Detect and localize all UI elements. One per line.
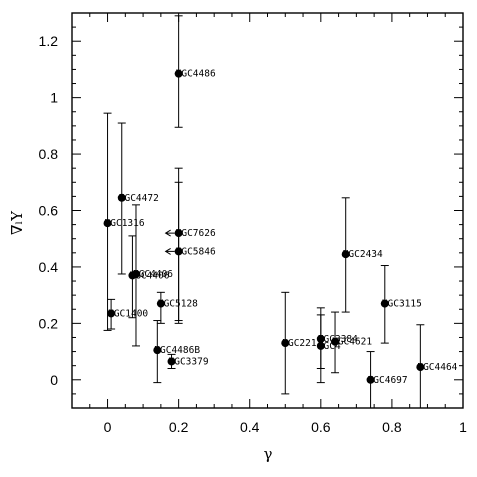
x-tick-label: 0 <box>104 419 112 435</box>
data-point <box>117 193 126 202</box>
point-label: NGC4697 <box>368 375 408 386</box>
y-tick-label: 0.2 <box>39 315 59 331</box>
plot-frame <box>71 12 464 409</box>
data-point <box>416 363 425 372</box>
upper-limit-arrow <box>164 229 175 237</box>
x-tick-label: 0.4 <box>240 419 260 435</box>
point-label: NGC221 <box>282 338 317 349</box>
y-tick-label: 0 <box>50 372 58 388</box>
x-tick-label: 0.2 <box>169 419 189 435</box>
y-tick-label: 0.4 <box>39 259 59 275</box>
data-point <box>366 375 375 384</box>
data-point <box>331 337 340 346</box>
x-tick-label: 1 <box>459 419 467 435</box>
point-label: NGC3115 <box>382 299 422 310</box>
y-tick-label: 1.2 <box>39 33 59 49</box>
point-label: NGC4472 <box>119 193 159 204</box>
point-label: NGC1316 <box>105 218 145 229</box>
point-label: NGC4464 <box>417 362 457 373</box>
point-label: NGC4406 <box>133 269 173 280</box>
x-tick-label: 0.8 <box>382 419 402 435</box>
data-point <box>103 219 112 228</box>
data-point <box>131 269 140 278</box>
point-label: NGC1400 <box>108 308 148 319</box>
data-point <box>153 346 162 355</box>
point-label: NGC5128 <box>158 299 198 310</box>
data-point <box>341 250 350 259</box>
point-label: NGC4486 <box>176 69 216 80</box>
y-tick-label: 0.6 <box>39 203 59 219</box>
data-point <box>167 357 176 366</box>
point-label: NGC4621 <box>332 337 372 348</box>
plot-area: 0 0.2 0.4 0.6 0.8 100.20.40.60.811.2 NGC4486N… <box>39 12 467 435</box>
y-tick-label: 0.8 <box>39 146 59 162</box>
x-axis-label: γ <box>264 445 273 463</box>
point-label: NGC5846 <box>176 246 216 257</box>
data-point <box>281 339 290 348</box>
point-label: NGC7626 <box>176 228 216 239</box>
point-label: NGC4486B <box>154 345 200 356</box>
axis-ticks: 0 0.2 0.4 0.6 0.8 1 0 0.2 0.4 0.6 0.8 1 1.2 <box>39 12 467 435</box>
y-tick-label: 1 <box>50 90 58 106</box>
data-point <box>107 309 116 318</box>
x-tick-label: 0.6 <box>311 419 331 435</box>
y-axis-label: ∇ₗΥ <box>8 210 26 235</box>
point-label: NGC2434 <box>343 249 383 260</box>
data-point <box>156 299 165 308</box>
point-label: NGC4406 <box>129 270 169 281</box>
data-point <box>316 341 325 350</box>
point-label: NGC3379 <box>169 356 209 367</box>
data-marks: NGC4486 NGC4472 NGC1316 NGC7626 NGC5846 NGC44… <box>103 15 458 409</box>
point-label: NGC4 <box>318 341 341 352</box>
data-point <box>174 69 183 78</box>
data-point <box>380 299 389 308</box>
upper-limit-arrow <box>164 247 175 255</box>
data-point <box>174 247 183 256</box>
